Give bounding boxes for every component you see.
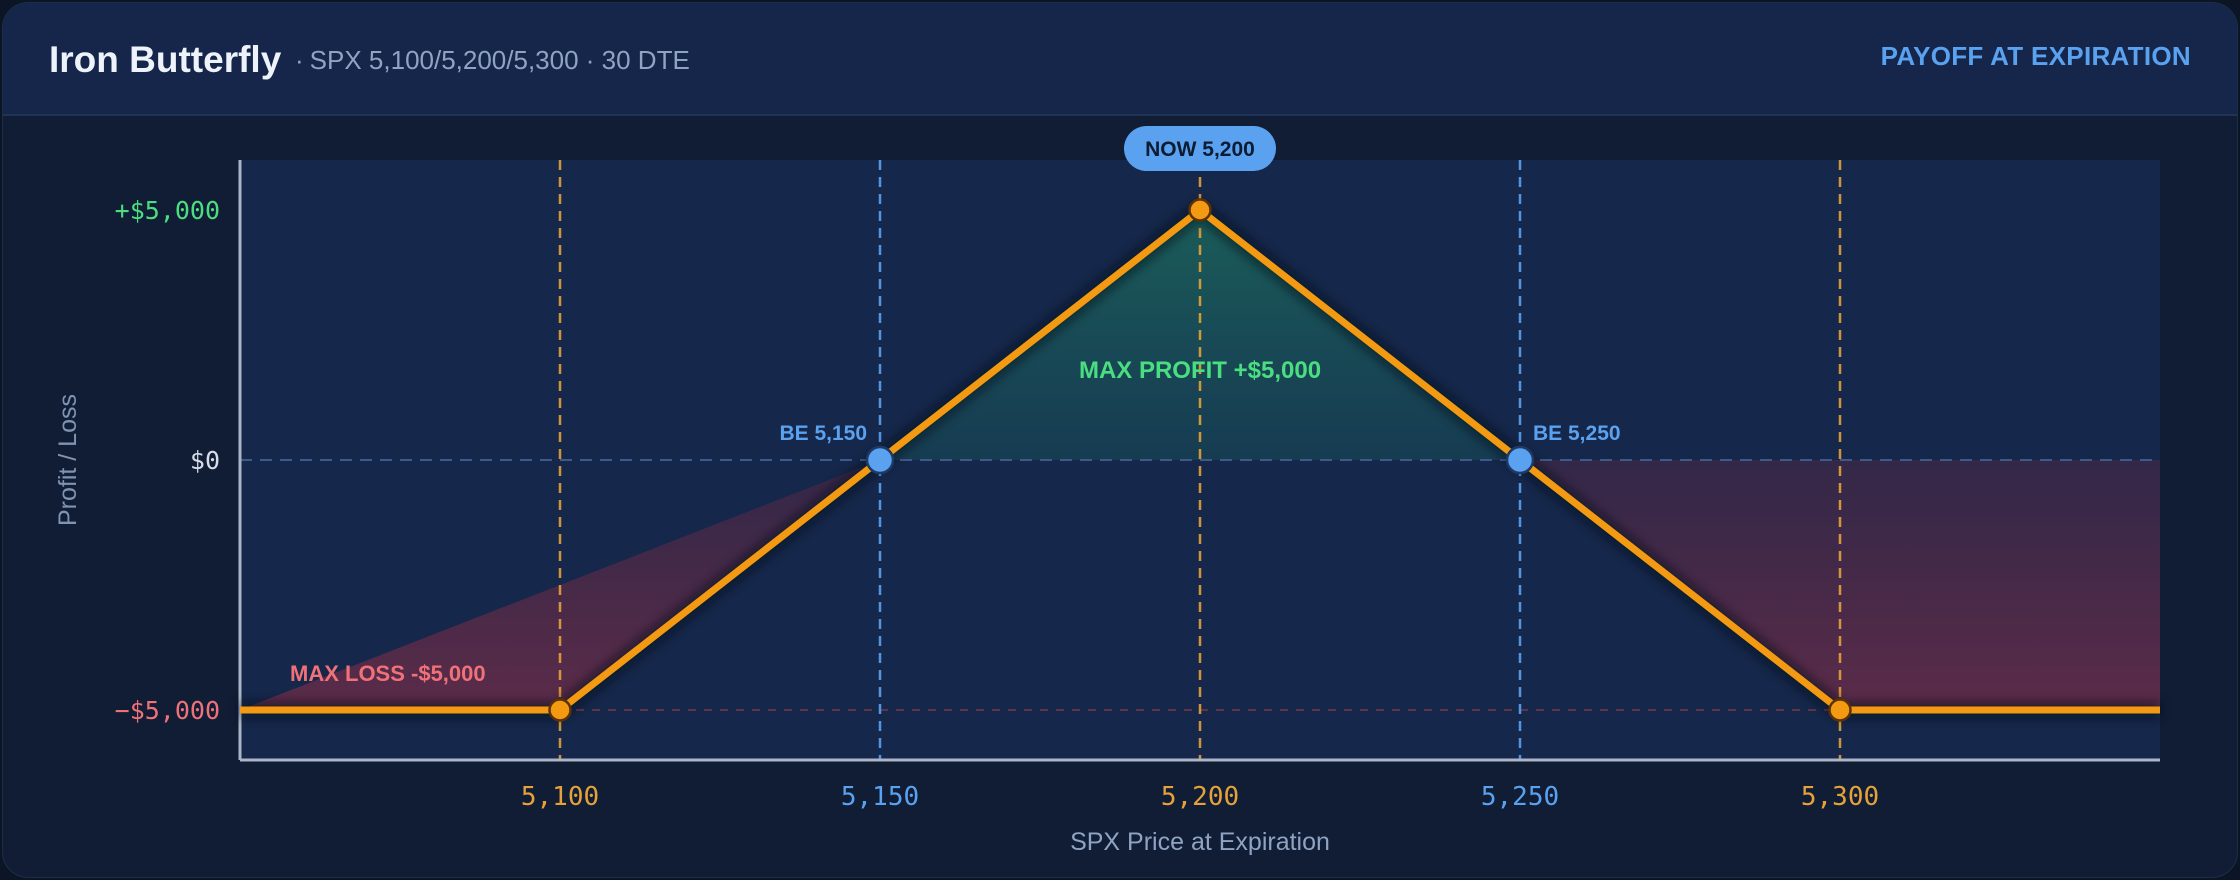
card-header: Iron Butterfly · SPX 5,100/5,200/5,300 · … [3, 3, 2237, 116]
x-tick-label: 5,200 [1161, 782, 1239, 812]
now-label: NOW 5,200 [1145, 138, 1255, 161]
breakeven-marker [865, 445, 895, 475]
strike-marker [1188, 198, 1212, 222]
max-loss-label: MAX LOSS -$5,000 [290, 661, 486, 686]
y-axis-title: Profit / Loss [54, 394, 82, 526]
breakeven-label: BE 5,250 [1533, 422, 1621, 445]
strategy-details: SPX 5,100/5,200/5,300 · 30 DTE [309, 45, 690, 75]
mode-label: PAYOFF AT EXPIRATION [1880, 41, 2191, 71]
breakeven-label: BE 5,150 [779, 422, 867, 445]
x-tick-label: 5,150 [841, 782, 919, 812]
now-pill [1124, 126, 1276, 171]
breakeven-marker [1505, 445, 1535, 475]
y-tick-label: +$5,000 [115, 196, 220, 225]
x-tick-label: 5,300 [1801, 782, 1879, 812]
strike-marker [1828, 698, 1852, 722]
y-tick-label: −$5,000 [115, 696, 220, 725]
strategy-title: Iron Butterfly [49, 39, 282, 80]
strategy-subtitle: · SPX 5,100/5,200/5,300 · 30 DTE [295, 45, 690, 75]
x-tick-label: 5,250 [1481, 782, 1559, 812]
x-axis-title: SPX Price at Expiration [1070, 828, 1330, 856]
y-tick-label: $0 [190, 446, 220, 475]
max-profit-label: MAX PROFIT +$5,000 [1079, 357, 1321, 384]
strike-marker [548, 698, 572, 722]
x-tick-label: 5,100 [521, 782, 599, 812]
